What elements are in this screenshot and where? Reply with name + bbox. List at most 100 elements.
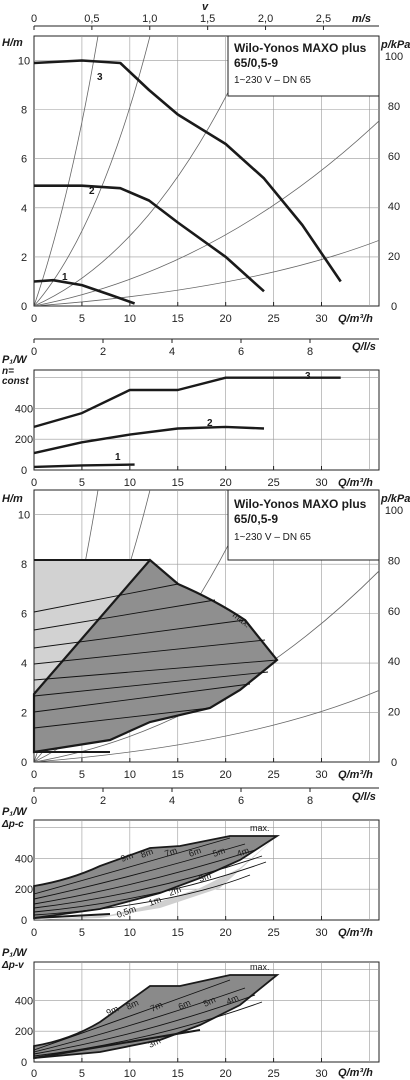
panel-3-x-tick-label: 20 [220, 769, 232, 781]
panel-4-x-tick-label: 30 [315, 927, 327, 939]
panel-2-ylabel-const: const [2, 376, 29, 387]
velocity-tick-label: 2,0 [258, 13, 273, 25]
panel-1-y-tick-label: 6 [21, 154, 27, 166]
panel-1-y-tick-label: 2 [21, 252, 27, 264]
panel-1-y2-tick-label: 100 [385, 51, 403, 63]
panel-1-y-tick-label: 8 [21, 105, 27, 117]
panel-4-power-dp-c: max. 9m 8m 7m 6m 5m 4m 3m 2m 1m 0,5m P₁/W Δp-c Q/… [1, 806, 380, 939]
panel-2-power-curves: 3 2 1 P₁/W n= const Q/m³/h 0 5 10 15 20 25 300… [2, 354, 380, 489]
dp-v-label: 6m [177, 997, 193, 1011]
power-curve-label-1: 1 [115, 452, 121, 463]
velocity-axis-unit: m/s [352, 13, 371, 25]
panel-4-xlabel: Q/m³/h [338, 927, 373, 939]
panel-3-y2-tick-label: 80 [388, 555, 400, 567]
panel-3-y-tick-label: 2 [21, 708, 27, 720]
flow-ls-axis-2-ticks: 0 2 4 6 8 [31, 788, 313, 807]
panel-2-xlabel: Q/m³/h [338, 477, 373, 489]
panel-4-x-tick-label: 15 [172, 927, 184, 939]
panel-4-max-label: max. [250, 823, 270, 833]
dp-v-label: 4m [225, 992, 241, 1006]
panel-3-y2-tick-label: 60 [388, 606, 400, 618]
panel-3-x-tick-label: 10 [124, 769, 136, 781]
dp-c-label: 6m [187, 845, 202, 859]
curve-label-1: 1 [62, 272, 68, 283]
panel-3-x-tick-label: 30 [315, 769, 327, 781]
dp-v-lines [33, 979, 263, 1057]
panel-3-y-tick-label: 4 [21, 658, 27, 670]
panel-3-title: Wilo-Yonos MAXO plus [234, 497, 367, 511]
series-line-3 [33, 376, 341, 429]
panel-5-x-tick-label: 0 [31, 1068, 37, 1080]
velocity-tick-label: 0,5 [84, 13, 99, 25]
panel-5-x-tick-label: 15 [172, 1068, 184, 1080]
velocity-axis-ticks: 0 0,5 1,0 1,5 2,0 2,5 [31, 13, 331, 30]
panel-1-x-tick-label: 10 [124, 313, 136, 325]
panel-1-y2-tick-label: 40 [388, 201, 400, 213]
panel-2-x-tick-label: 5 [79, 477, 85, 489]
dp-v-label: 7m [149, 999, 165, 1013]
panel-2-x-tick-label: 0 [31, 477, 37, 489]
flow-ls-axis-1-ticks: 0 2 4 6 8 [31, 339, 313, 358]
panel-5-x-tick-label: 10 [124, 1068, 136, 1080]
panel-1-y2-tick-label: 20 [388, 251, 400, 263]
ls-axis-2-tick-label: 2 [100, 795, 106, 807]
panel-4-ticks: 0 5 10 15 20 25 30 0 200 400 [15, 853, 328, 939]
curve-label-3: 3 [97, 72, 103, 83]
panel-3-y-tick-label: 6 [21, 609, 27, 621]
dp-v-label: 9m [105, 1003, 121, 1017]
panel-1-x-tick-label: 15 [172, 313, 184, 325]
panel-3-y2-tick-label: 40 [388, 656, 400, 668]
ls-axis-1-tick-label: 6 [238, 346, 244, 358]
dp-c-label: 9m [119, 850, 134, 864]
panel-3-y-tick-label: 8 [21, 559, 27, 571]
panel-2-ticks: 0 5 10 15 20 25 30 0 200 400 [15, 403, 328, 489]
panel-1-y2label: p/kPa [380, 39, 410, 51]
panel-2-x-tick-label: 30 [315, 477, 327, 489]
panel-1-y-tick-label: 10 [18, 56, 30, 68]
panel-2-y-tick-label: 400 [15, 403, 33, 415]
panel-5-max-label: max. [250, 962, 270, 972]
dp-c-label: 4m [235, 845, 250, 859]
dp-c-lines [33, 837, 267, 916]
flow-ls-axis-1-label: Q/l/s [352, 341, 376, 353]
panel-4-ylabel: P₁/W [2, 806, 28, 818]
panel-3-y2-tick-label: 0 [391, 757, 397, 769]
panel-4-y-tick-label: 400 [15, 853, 33, 865]
series-line-2 [33, 425, 265, 455]
panel-2-x-tick-label: 20 [220, 477, 232, 489]
panel-3-y-tick-label: 0 [21, 757, 27, 769]
power-curve-label-3: 3 [305, 371, 311, 382]
panel-4-x-tick-label: 10 [124, 927, 136, 939]
dp-v-label: 8m [125, 997, 141, 1011]
velocity-tick-label: 1,0 [142, 13, 157, 25]
panel-3-title-box [227, 489, 380, 561]
dp-c-label: 8m [139, 846, 154, 860]
panel-5-x-tick-label: 20 [220, 1068, 232, 1080]
series-line-1 [33, 278, 136, 305]
panel-5-y-tick-label: 200 [15, 1026, 33, 1038]
ls-axis-2-tick-label: 6 [238, 795, 244, 807]
panel-1-ylabel: H/m [2, 37, 23, 49]
series-line-2 [34, 184, 265, 293]
range-lines [33, 583, 278, 729]
ls-axis-1-tick-label: 2 [100, 346, 106, 358]
panel-5-y-tick-label: 400 [15, 995, 33, 1007]
panel-5-ylabel-mode: Δp-v [1, 960, 25, 971]
panel-2-y-tick-label: 200 [15, 434, 33, 446]
panel-1-x-tick-label: 20 [220, 313, 232, 325]
panel-3-title-model: 65/0,5-9 [234, 512, 278, 526]
panel-5-ylabel: P₁/W [2, 947, 28, 959]
panel-2-x-tick-label: 25 [267, 477, 279, 489]
ls-axis-1-tick-label: 8 [307, 346, 313, 358]
panel-3-subtitle: 1~230 V – DN 65 [234, 532, 311, 543]
panel-5-power-dp-v: max. 9m 8m 7m 6m 5m 4m 3m P₁/W Δp-v Q/m³/h 0 5 1… [1, 947, 380, 1080]
panel-1-xlabel: Q/m³/h [338, 313, 373, 325]
dp-c-label: 2m [167, 884, 182, 898]
panel-2-ylabel: P₁/W [2, 354, 28, 366]
dp-c-label: 5m [211, 845, 226, 859]
dp-c-light-area [34, 836, 277, 920]
dp-c-curve-labels: 9m 8m 7m 6m 5m 4m 3m 2m 1m 0,5m [115, 845, 250, 920]
